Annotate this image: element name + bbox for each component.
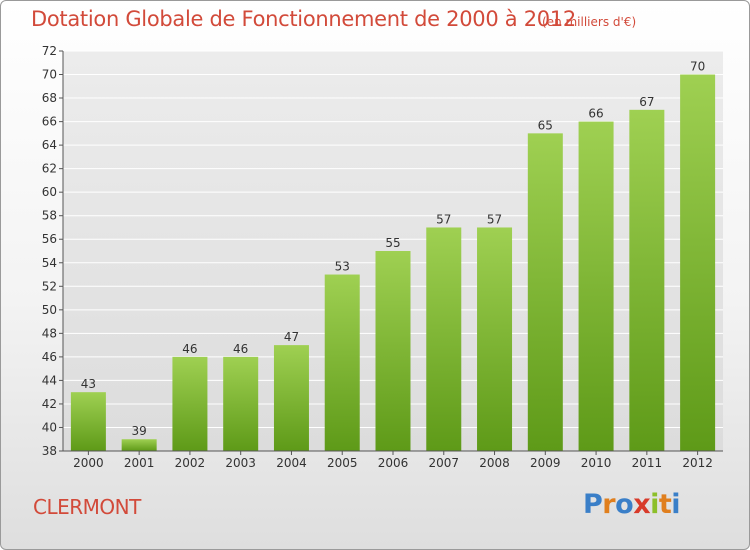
data-label: 70 — [690, 60, 705, 74]
bar — [121, 439, 157, 451]
x-tick-label: 2008 — [479, 456, 510, 470]
proxiti-logo: Proxiti — [583, 489, 681, 520]
logo-letter: x — [633, 489, 651, 520]
bar — [324, 274, 360, 451]
bars — [70, 74, 716, 452]
bar — [527, 133, 563, 451]
y-tick-label: 68 — [42, 91, 57, 105]
data-label: 46 — [233, 342, 248, 356]
data-label: 67 — [639, 95, 654, 109]
bar — [375, 251, 411, 451]
y-tick-label: 62 — [42, 162, 57, 176]
y-tick-label: 64 — [42, 138, 57, 152]
x-tick-label: 2009 — [530, 456, 561, 470]
y-tick-label: 60 — [42, 185, 57, 199]
bar — [273, 345, 309, 451]
x-tick-label: 2005 — [327, 456, 358, 470]
y-tick-label: 50 — [42, 303, 57, 317]
data-label: 43 — [81, 377, 96, 391]
chart-title: Dotation Globale de Fonctionnement de 20… — [31, 7, 576, 31]
y-tick-label: 44 — [42, 373, 57, 387]
chart-subtitle: (en milliers d'€) — [542, 15, 637, 29]
bar — [680, 74, 716, 451]
y-tick-label: 58 — [42, 209, 57, 223]
x-axis: 2000 2001 2002 2003 2004 2005 2006 2007 2008 2009… — [63, 450, 723, 470]
commune-name: CLERMONT — [33, 495, 141, 519]
data-label: 47 — [284, 330, 299, 344]
logo-letter: i — [671, 489, 681, 520]
x-tick-label: 2001 — [124, 456, 155, 470]
data-label: 57 — [487, 212, 502, 226]
data-label: 53 — [335, 260, 350, 274]
y-tick-label: 46 — [42, 350, 57, 364]
data-label: 66 — [588, 107, 603, 121]
y-tick-label: 70 — [42, 68, 57, 82]
x-tick-label: 2000 — [73, 456, 104, 470]
x-tick-label: 2003 — [225, 456, 256, 470]
logo-letter: P — [583, 489, 603, 520]
data-label: 57 — [436, 212, 451, 226]
bar — [70, 392, 106, 451]
bar — [629, 109, 665, 451]
x-tick-label: 2002 — [175, 456, 206, 470]
bar — [578, 121, 614, 452]
bar — [172, 356, 208, 451]
data-label: 46 — [182, 342, 197, 356]
y-tick-label: 66 — [42, 115, 57, 129]
logo-letter: r — [602, 489, 616, 520]
x-tick-label: 2004 — [276, 456, 307, 470]
x-tick-label: 2007 — [428, 456, 459, 470]
logo-letter: i — [650, 489, 659, 520]
y-tick-label: 38 — [42, 444, 57, 458]
y-tick-label: 56 — [42, 232, 57, 246]
x-tick-label: 2006 — [378, 456, 409, 470]
y-tick-label: 72 — [42, 44, 57, 58]
bar — [477, 227, 513, 451]
y-tick-label: 42 — [42, 397, 57, 411]
bar — [426, 227, 462, 451]
data-label: 65 — [538, 118, 553, 132]
y-axis: 38 40 42 44 46 48 50 52 54 56 58 60 62 64 66 68 70 72 — [42, 44, 64, 458]
logo-letter: o — [615, 489, 634, 520]
bar — [223, 356, 259, 451]
data-labels: 43 39 46 46 47 53 55 57 57 65 66 67 70 — [81, 60, 706, 439]
y-tick-label: 40 — [42, 420, 57, 434]
x-tick-label: 2010 — [581, 456, 612, 470]
data-label: 39 — [132, 424, 147, 438]
x-tick-label: 2012 — [682, 456, 713, 470]
logo-letter: t — [658, 489, 672, 520]
y-tick-label: 48 — [42, 326, 57, 340]
data-label: 55 — [385, 236, 400, 250]
x-tick-label: 2011 — [632, 456, 663, 470]
y-tick-label: 54 — [42, 256, 57, 270]
y-tick-label: 52 — [42, 279, 57, 293]
